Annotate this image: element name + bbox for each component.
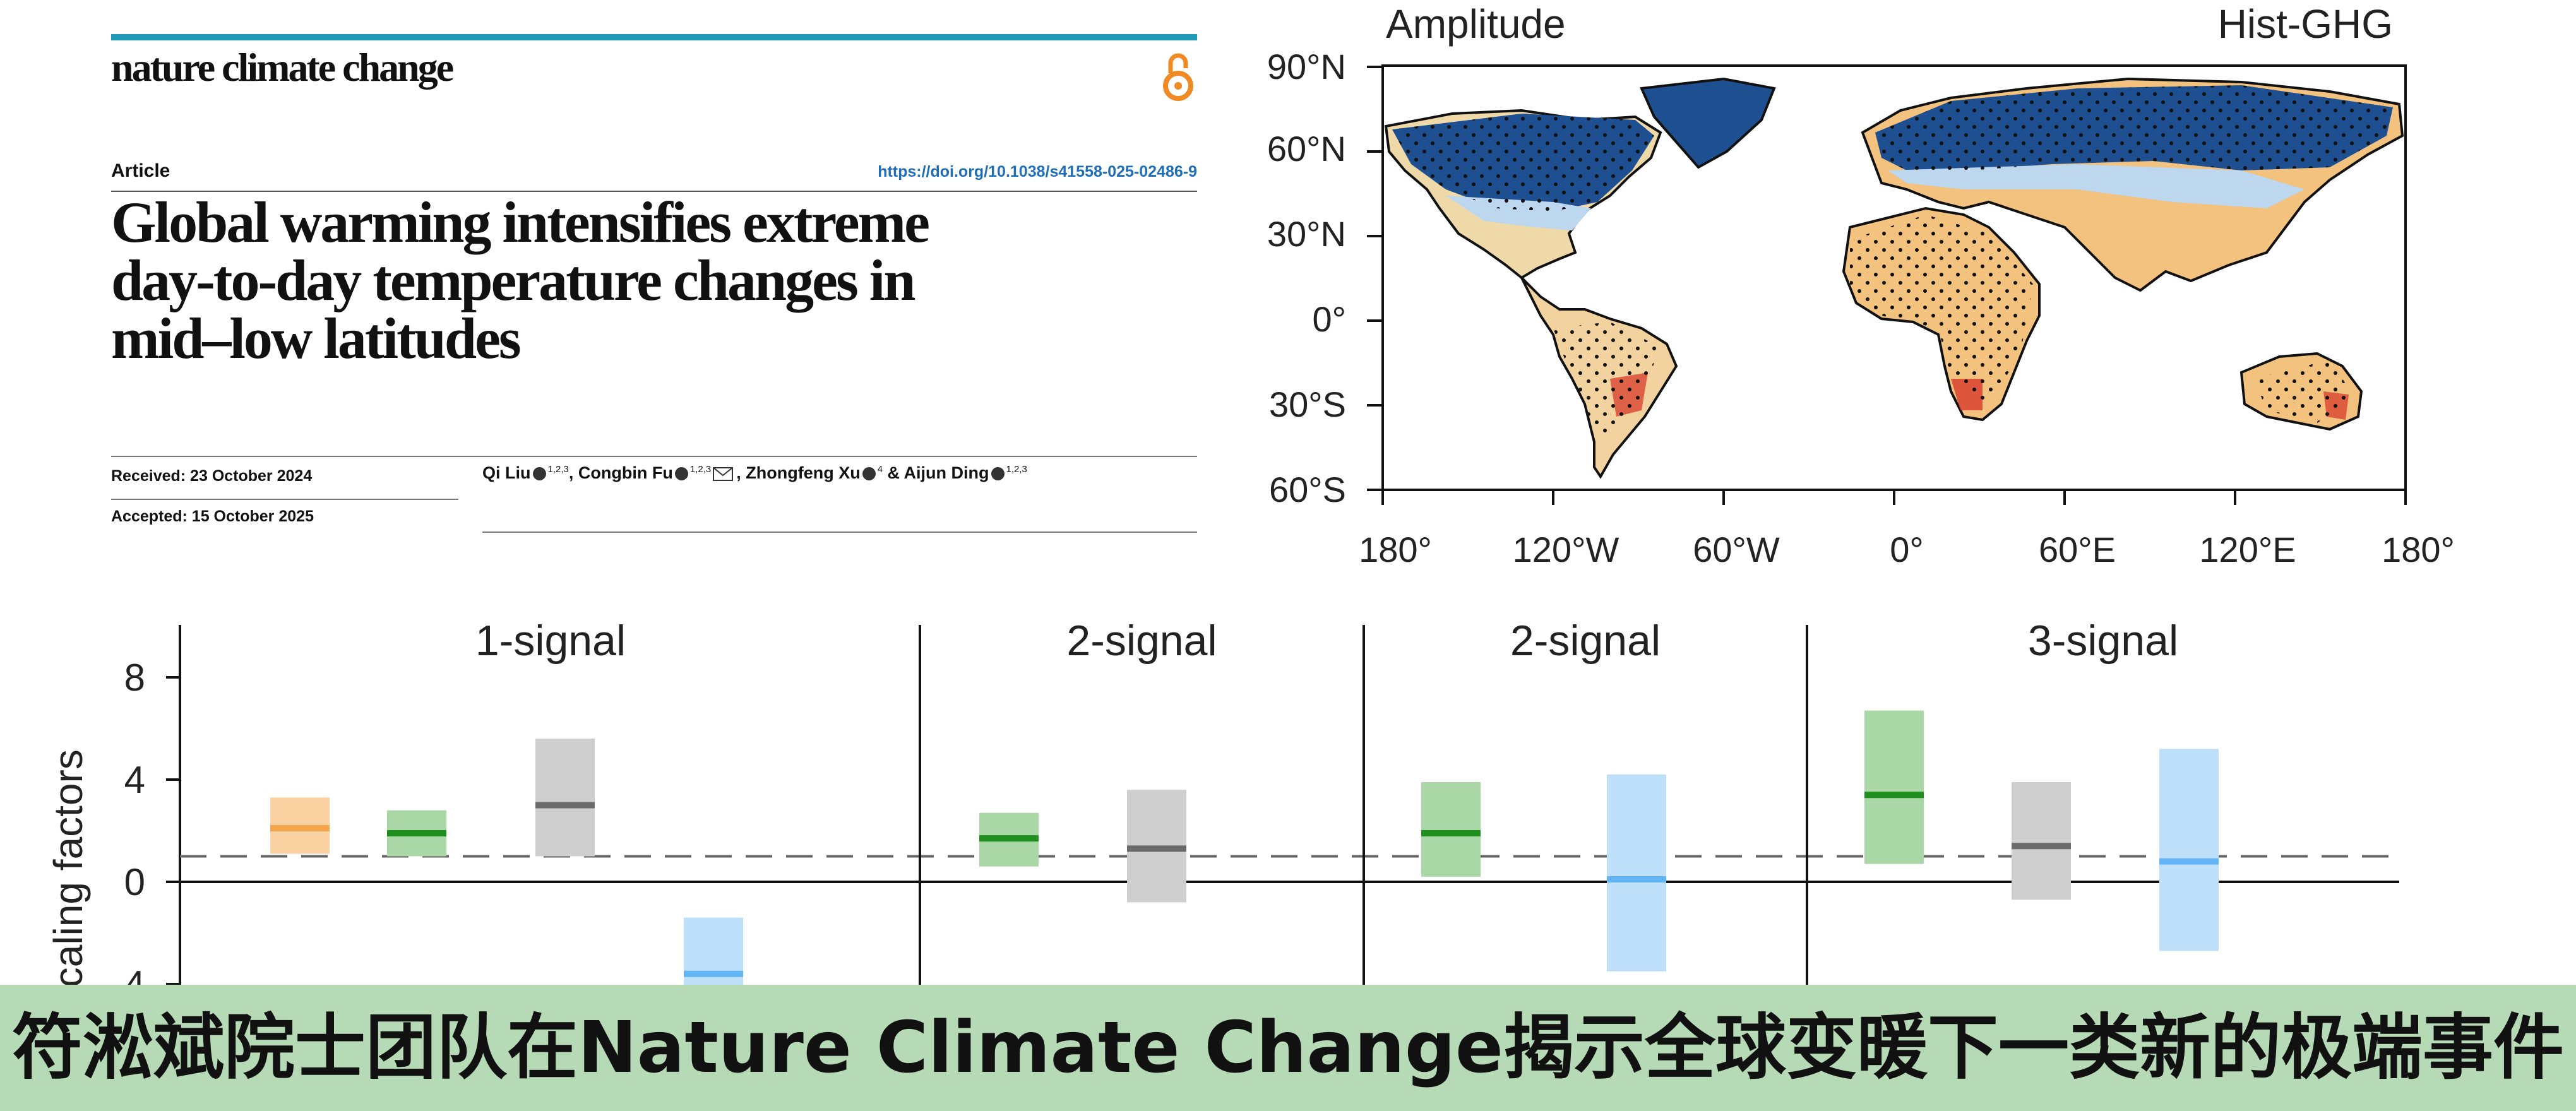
author-affiliation: 1,2,3 [547,464,569,475]
author-name[interactable]: Aijun Ding [903,463,989,482]
panel-title: 3-signal [2028,617,2178,665]
map-title-left: Amplitude [1386,1,1566,47]
orcid-icon[interactable] [532,467,546,481]
author-name[interactable]: Congbin Fu [578,463,673,482]
confidence-bar-blue [1607,774,1666,971]
land-greenland [1640,77,1776,169]
open-access-icon [1163,53,1193,101]
received-date: Received: 23 October 2024 [111,467,313,485]
author-affiliation: 4 [877,464,883,475]
lat-label: 60°N [1267,129,1346,169]
lat-ticks [1367,66,1383,491]
panel-title: 2-signal [1066,617,1217,665]
author-separator: & [883,463,904,482]
lon-label: 60°E [2039,530,2116,569]
author-affiliation: 1,2,3 [689,464,712,475]
amplitude-map: Amplitude Hist-GHG 90°N 60°N 30°N 0° 3 [1267,1,2455,569]
divider [111,191,1197,192]
lon-label: 180° [2382,530,2455,569]
lon-label: 120°W [1513,530,1619,569]
author-list: Qi Liu 1,2,3, Congbin Fu 1,2,3, Zhongfeng … [482,463,1027,483]
orcid-icon[interactable] [862,467,876,481]
title-line: Global warming intensifies extreme [111,190,930,254]
map-land [1384,77,2404,479]
lon-ticks [1381,490,2407,505]
scaling-factor-chart: Scaling factors 840-41-signal2-signal2-s… [45,617,2399,1111]
divider [111,499,458,500]
confidence-bar-blue [2159,749,2219,951]
map-title-right: Hist-GHG [2218,1,2393,47]
title-line: day-to-day temperature changes in [111,248,916,312]
caption-banner [0,985,2576,1111]
confidence-bar-green [1421,782,1481,877]
author-separator: , [736,463,746,482]
lat-label: 0° [1312,299,1346,339]
lat-label: 30°N [1267,214,1346,254]
confidence-bar-gray [535,739,595,857]
confidence-bar-green [1864,710,1924,864]
caption-text: 符淞斌院士团队在Nature Climate Change揭示全球变暖下一类新的… [12,1007,2564,1089]
accepted-date: Accepted: 15 October 2025 [111,508,314,525]
orcid-icon[interactable] [991,467,1005,481]
y-tick-label: 4 [124,759,145,801]
confidence-bar-gray [2012,782,2071,900]
orcid-icon[interactable] [674,467,688,481]
lat-label: 30°S [1269,384,1346,424]
journal-accent-bar [111,34,1197,40]
doi-link[interactable]: https://doi.org/10.1038/s41558-025-02486… [878,163,1197,181]
author-name[interactable]: Qi Liu [482,463,531,482]
y-tick-label: 0 [124,861,145,903]
lat-axis: 90°N 60°N 30°N 0° 30°S 60°S [1267,47,1346,509]
lon-label: 180° [1359,530,1432,569]
title-line: mid–low latitudes [111,306,522,371]
journal-name: nature climate change [111,45,454,90]
author-affiliation: 1,2,3 [1006,464,1027,475]
lon-label: 60°W [1693,530,1780,569]
author-separator: , [568,463,578,482]
author-name[interactable]: Zhongfeng Xu [746,463,861,482]
divider [482,532,1197,533]
article-title: Global warming intensifies extreme day-t… [111,193,1184,367]
divider [111,456,1197,457]
panel-title: 2-signal [1510,617,1661,665]
lon-axis: 180° 120°W 60°W 0° 60°E 120°E 180° [1359,530,2455,569]
lon-label: 0° [1890,530,1924,569]
lat-label: 90°N [1267,47,1346,86]
y-axis-label: Scaling factors [45,749,91,1014]
y-tick-label: 8 [124,656,145,699]
article-type: Article [111,160,170,181]
lon-label: 120°E [2199,530,2296,569]
panel-title: 1-signal [475,617,626,665]
email-icon[interactable] [713,466,734,481]
lat-label: 60°S [1269,470,1346,509]
